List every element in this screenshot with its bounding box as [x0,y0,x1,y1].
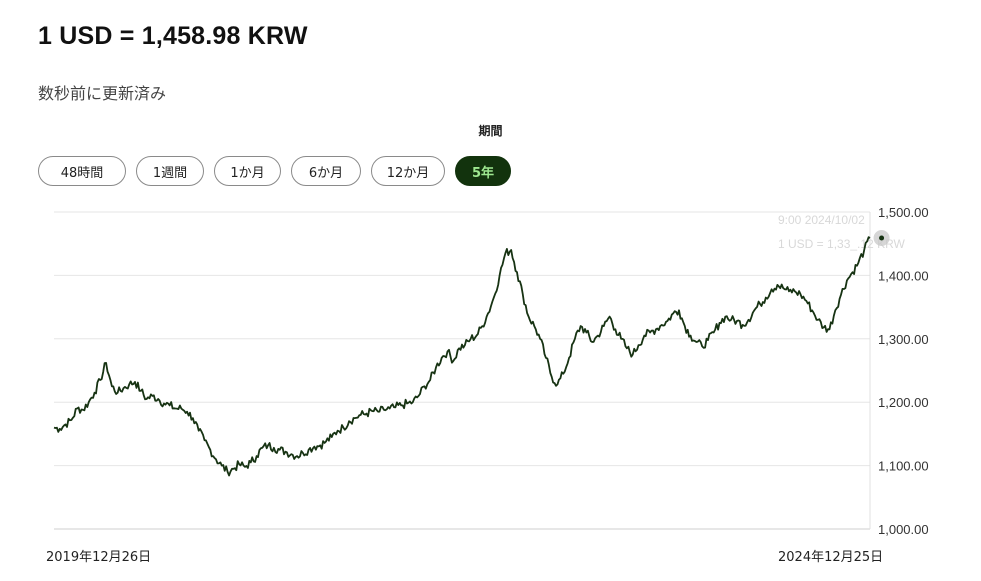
period-button-1m[interactable]: 1か月 [214,156,281,186]
exchange-rate-chart[interactable]: 1,000.00 1,100.00 1,200.00 1,300.00 1,400.00… [0,195,981,581]
rate-title: 1 USD = 1,458.98 KRW [38,22,308,50]
y-tick-label: 1,100.00 [878,459,929,474]
period-button-6m[interactable]: 6か月 [291,156,361,186]
period-label: 期間 [478,124,503,138]
tooltip-date: 9:00 2024/10/02 [778,213,865,227]
period-button-12m[interactable]: 12か月 [371,156,445,186]
y-tick-label: 1,400.00 [878,268,929,283]
period-button-48h[interactable]: 48時間 [38,156,126,186]
y-tick-label: 1,200.00 [878,395,929,410]
period-selector: 48時間 1週間 1か月 6か月 12か月 5年 [38,156,511,186]
x-end-label: 2024年12月25日 [778,550,883,565]
rate-line-series [53,236,871,477]
chart-svg: 1,000.00 1,100.00 1,200.00 1,300.00 1,400.00… [46,205,929,565]
period-button-1w[interactable]: 1週間 [136,156,204,186]
y-tick-label: 1,500.00 [878,205,929,220]
x-start-label: 2019年12月26日 [46,550,151,565]
hover-point [879,235,885,241]
tooltip-rate: 1 USD = 1,33_.12 KRW [778,237,906,251]
last-updated-text: 数秒前に更新済み [38,84,167,103]
y-tick-label: 1,000.00 [878,522,929,537]
period-button-5y[interactable]: 5年 [455,156,511,186]
y-tick-label: 1,300.00 [878,332,929,347]
